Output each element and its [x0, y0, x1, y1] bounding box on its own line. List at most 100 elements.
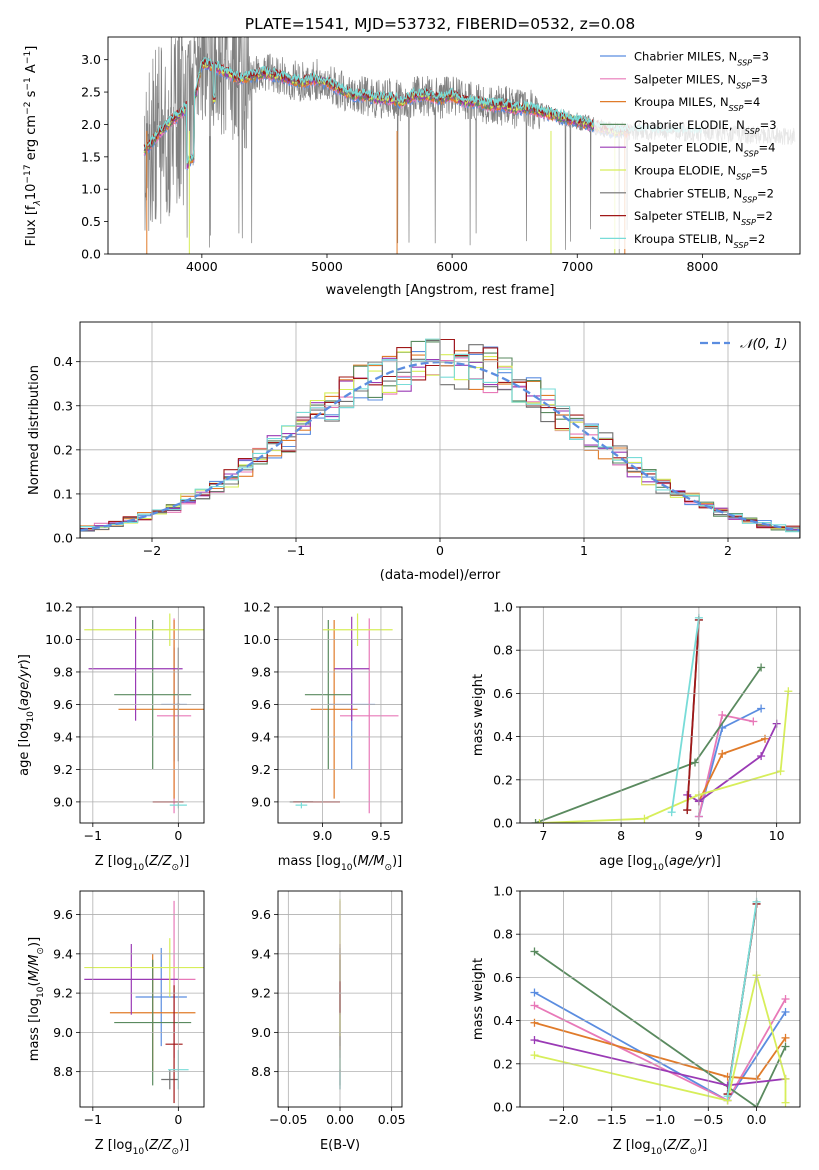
y-tick-label: 0.0 — [493, 816, 513, 831]
y-tick-label: 0.0 — [53, 531, 73, 546]
marker-kroupa-elodie — [776, 767, 785, 776]
x-tick-label: 1 — [580, 543, 588, 558]
y-tick-label: 0.4 — [493, 729, 513, 744]
y-tick-label: 10.0 — [45, 632, 73, 647]
marker-kroupa-elodie — [640, 814, 649, 823]
x-tick-label: 9.5 — [371, 828, 391, 843]
y-tick-label: 0.8 — [493, 927, 513, 942]
y-tick-label: 9.2 — [53, 986, 73, 1001]
x-tick-label: −0.05 — [269, 1112, 307, 1127]
x-tick-label: −1.5 — [597, 1112, 627, 1127]
marker-salpeter-miles — [718, 711, 727, 719]
y-tick-label: 0.0 — [81, 247, 101, 262]
y-tick-label: 2.5 — [81, 85, 101, 100]
x-tick-label: 2 — [724, 543, 732, 558]
axes-frame-mass_vs_Z — [79, 890, 205, 1108]
x-tick-label: 9 — [695, 828, 703, 843]
weight-vs-age-x-axis-label: age [log10(age/yr)] — [599, 854, 721, 873]
y-tick-label: 1.0 — [81, 182, 101, 197]
x-tick-label: 4000 — [186, 259, 218, 274]
marker-salpeter-miles — [781, 995, 790, 1003]
y-tick-label: 0.2 — [493, 1056, 513, 1071]
x-tick-label: 0.0 — [747, 1112, 767, 1127]
x-tick-label: 7000 — [561, 259, 593, 274]
marker-salpeter-elodie — [757, 752, 766, 761]
y-tick-label: 9.4 — [251, 946, 271, 961]
y-tick-label: 9.0 — [251, 794, 271, 809]
y-tick-label: 9.4 — [251, 729, 271, 744]
legend-background — [594, 43, 798, 249]
y-tick-label: 0.4 — [493, 1013, 513, 1028]
y-tick-label: 10.2 — [243, 600, 271, 615]
legend-label-chabrier-stelib: Chabrier STELIB, NSSP=2 — [634, 186, 774, 204]
marker-kroupa-miles — [761, 734, 769, 743]
legend-label-normal: 𝒩(0, 1) — [740, 337, 787, 352]
x-tick-label: 0 — [436, 543, 444, 558]
axes-frame-age_vs_Z — [79, 606, 205, 824]
axes-frame-weight_vs_Z — [519, 890, 801, 1108]
y-tick-label: 3.0 — [81, 52, 101, 67]
spectrum-x-axis-label: wavelength [Angstrom, rest frame] — [326, 283, 555, 298]
legend-label-salpeter-miles: Salpeter MILES, NSSP=3 — [634, 72, 768, 90]
y-tick-label: 9.2 — [53, 762, 73, 777]
x-tick-label: −1.0 — [645, 1112, 675, 1127]
legend-label-kroupa-stelib: Kroupa STELIB, NSSP=2 — [634, 232, 765, 250]
marker-chabrier-miles — [757, 704, 766, 713]
axes-frame-spectrum — [107, 36, 801, 255]
y-tick-label: 9.6 — [53, 907, 73, 922]
legend-label-chabrier-miles: Chabrier MILES, NSSP=3 — [634, 50, 769, 68]
marker-chabrier-elodie — [691, 758, 699, 767]
chart-root: 4000 5000 6000 7000 80000.00.51.01.52.02.53.… — [17, 36, 801, 1157]
figure-title: PLATE=1541, MJD=53732, FIBERID=0532, z=0… — [245, 15, 635, 33]
axes-spectrum: 4000 5000 6000 7000 8000 0.0 0.5 1.0 1.5 2.0 2.5 3.… — [23, 36, 801, 298]
y-tick-label: 8.8 — [53, 1064, 73, 1079]
x-tick-label: −2.0 — [548, 1112, 578, 1127]
age-vs-Z-x-axis-label: Z [log10(Z/Z⊙)] — [95, 854, 190, 873]
spectrum-legend: Chabrier MILES, NSSP=3 Salpeter MILES, NS… — [594, 43, 798, 249]
y-tick-label: 0.3 — [53, 398, 73, 413]
x-tick-label: 5000 — [311, 259, 343, 274]
marker-chabrier-elodie — [530, 947, 539, 956]
series-chabrier-elodie — [533, 950, 787, 1107]
x-tick-label: −2 — [143, 543, 161, 558]
marker-kroupa-elodie — [781, 1074, 790, 1083]
x-tick-label: 6000 — [436, 259, 468, 274]
x-tick-label: 9.0 — [313, 828, 333, 843]
x-tick-label: 8 — [617, 828, 625, 843]
age-vs-Z-y-axis-label: age [log10(age/yr)] — [17, 654, 36, 776]
y-tick-label: 9.6 — [251, 907, 271, 922]
axes-mass_vs_EBV: −0.05 0.00 0.05 8.8 9.0 9.2 9.4 9.6 E(B-V) — [251, 890, 406, 1153]
legend-label-salpeter-stelib: Salpeter STELIB, NSSP=2 — [634, 209, 773, 227]
marker-kroupa-stelib — [667, 808, 676, 817]
y-tick-label: 0.6 — [493, 970, 513, 985]
legend-label-kroupa-elodie: Kroupa ELODIE, NSSP=5 — [634, 164, 768, 182]
marker-kroupa-miles — [718, 749, 727, 758]
mass-vs-Z-x-axis-label: Z [log10(Z/Z⊙)] — [95, 1138, 190, 1157]
y-tick-label: 10.0 — [243, 632, 271, 647]
y-tick-label: 2.0 — [81, 117, 101, 132]
marker-salpeter-miles — [530, 1001, 539, 1010]
legend-label-chabrier-elodie: Chabrier ELODIE, NSSP=3 — [634, 118, 777, 136]
x-tick-label: 8000 — [686, 259, 718, 274]
marker-salpeter-elodie — [530, 1036, 539, 1045]
marker-salpeter-stelib — [683, 806, 692, 815]
legend-label-salpeter-elodie: Salpeter ELODIE, NSSP=4 — [634, 141, 775, 159]
y-tick-label: 9.4 — [53, 946, 73, 961]
y-tick-label: 9.2 — [251, 986, 271, 1001]
x-tick-label: 0 — [174, 1112, 182, 1127]
y-tick-label: 9.4 — [53, 729, 73, 744]
x-tick-label: −1 — [84, 1112, 102, 1127]
y-tick-label: 9.6 — [251, 697, 271, 712]
y-tick-label: 10.2 — [45, 600, 73, 615]
y-tick-label: 9.8 — [251, 664, 271, 679]
axes-mass_vs_Z: −1 0 8.8 9.0 9.2 9.4 9.6 Z [log10(Z/Z⊙)] mass [l… — [27, 890, 205, 1157]
mass-vs-Z-y-axis-label: mass [log10(M/M⊙)] — [27, 937, 46, 1061]
marker-kroupa-elodie — [530, 1051, 539, 1060]
y-tick-label: 9.2 — [251, 762, 271, 777]
y-tick-label: 9.6 — [53, 697, 73, 712]
y-tick-label: 0.0 — [493, 1100, 513, 1115]
axes-weight_vs_age: 7 8 9 10 0.0 0.2 0.4 0.6 0.8 1.0 age [log10(age/yr… — [471, 600, 801, 873]
x-tick-label: 10 — [769, 828, 785, 843]
y-tick-label: 9.8 — [53, 664, 73, 679]
